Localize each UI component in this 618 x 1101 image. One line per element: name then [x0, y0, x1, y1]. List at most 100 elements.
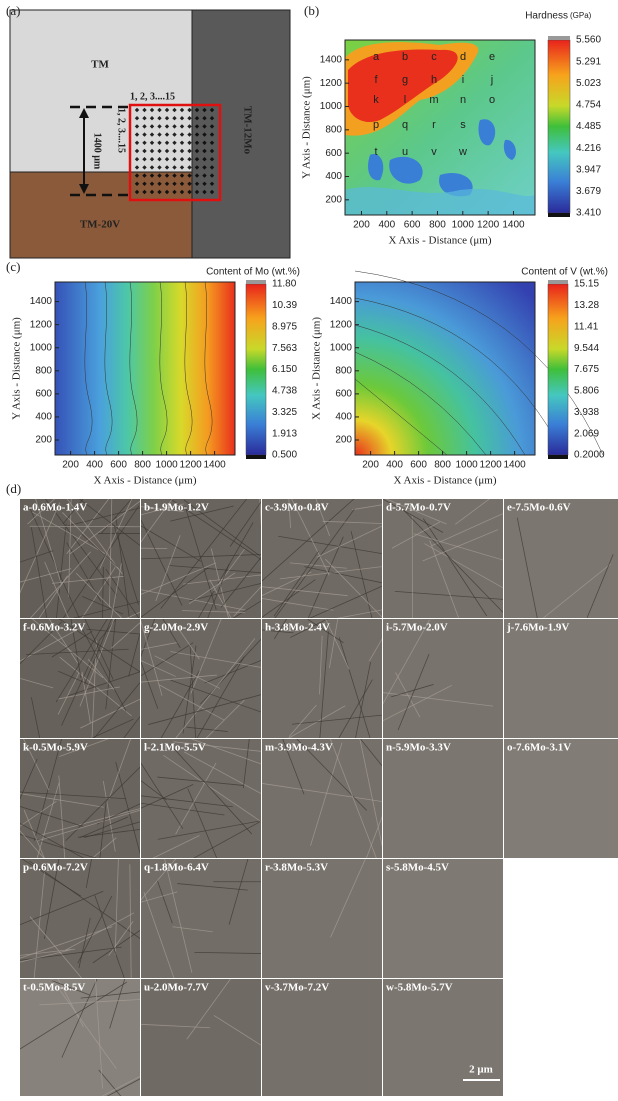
micrograph	[504, 739, 618, 858]
point-label: j	[490, 74, 493, 86]
y-tick-label: 400	[325, 171, 342, 182]
point-label: v	[431, 146, 437, 158]
region-label: TM-12Mo	[241, 106, 253, 155]
x-axis-title: X Axis - Distance (μm)	[388, 235, 491, 247]
point-label: i	[462, 74, 464, 86]
micrograph-label: t-0.5Mo-8.5V	[23, 982, 85, 994]
y-tick-label: 400	[335, 412, 352, 423]
y-tick-label: 200	[335, 435, 352, 446]
point-label: p	[373, 119, 379, 131]
colorbar-tick-label: 3.325	[272, 407, 297, 418]
colorbar-tick-label: 5.806	[574, 386, 599, 397]
mo-map-fill	[55, 282, 235, 455]
micrograph-bg	[141, 979, 261, 1096]
point-label: c	[431, 51, 437, 63]
point-label: g	[402, 74, 408, 86]
colorbar-cap	[548, 36, 570, 40]
micrograph-bg	[504, 619, 618, 738]
micrograph-label: i-5.7Mo-2.0V	[386, 622, 448, 634]
micrograph-bg	[262, 979, 382, 1096]
y-axis-title: Y Axis - Distance (μm)	[301, 76, 313, 179]
colorbar-cap	[548, 280, 568, 284]
micrograph-label: c-3.9Mo-0.8V	[265, 502, 329, 514]
x-tick-label: 400	[386, 460, 403, 471]
point-label: s	[460, 119, 466, 131]
micrograph-label: l-2.1Mo-5.5V	[144, 742, 206, 754]
colorbar-tick-label: 2.069	[574, 428, 599, 439]
colorbar	[548, 284, 568, 455]
colorbar-title: Content of Mo (wt.%)	[206, 267, 300, 278]
y-tick-label: 1200	[330, 319, 353, 330]
colorbar-tick-label: 5.560	[576, 35, 601, 46]
micrograph-label: p-0.6Mo-7.2V	[23, 862, 88, 874]
index-label: 1, 2, 3....15	[130, 91, 175, 102]
y-tick-label: 600	[335, 389, 352, 400]
x-tick-label: 200	[362, 460, 379, 471]
micrograph-bg	[383, 859, 503, 978]
x-tick-label: 1000	[155, 460, 178, 471]
micrograph-label: f-0.6Mo-3.2V	[23, 622, 85, 634]
y-tick-label: 800	[325, 124, 342, 135]
colorbar-tick-label: 5.023	[576, 78, 601, 89]
micrograph-bg	[20, 859, 140, 978]
point-label: w	[458, 146, 467, 158]
y-tick-label: 1400	[320, 54, 343, 65]
micrograph	[383, 859, 503, 978]
micrograph	[383, 979, 503, 1096]
y-tick-label: 600	[325, 148, 342, 159]
colorbar-tick-label: 10.39	[272, 300, 297, 311]
micrograph-label: m-3.9Mo-4.3V	[265, 742, 333, 754]
micrograph-bg	[141, 619, 261, 738]
y-tick-label: 400	[35, 412, 52, 423]
colorbar-tick-label: 11.41	[574, 321, 599, 332]
x-tick-label: 200	[62, 460, 79, 471]
point-label: u	[402, 146, 408, 158]
y-tick-label: 1000	[320, 101, 343, 112]
x-tick-label: 1200	[179, 460, 202, 471]
y-tick-label: 1200	[320, 78, 343, 89]
x-tick-label: 1400	[203, 460, 226, 471]
index-label: 1, 2, 3....15	[116, 108, 127, 153]
colorbar-tick-label: 3.679	[576, 186, 601, 197]
colorbar-tick-label: 13.28	[574, 300, 599, 311]
colorbar-tick-label: 9.544	[574, 343, 599, 354]
y-tick-label: 1200	[30, 319, 53, 330]
tm12mo-region	[192, 10, 290, 258]
x-axis-title: X Axis - Distance (μm)	[393, 475, 496, 487]
point-label: d	[460, 51, 466, 63]
micrograph-bg	[504, 499, 618, 618]
micrograph-label: j-7.6Mo-1.9V	[506, 622, 569, 634]
panel-label: (b)	[304, 3, 319, 18]
x-tick-label: 200	[353, 220, 370, 231]
micrograph-label: u-2.0Mo-7.7V	[144, 982, 209, 994]
dimension-label: 1400 μm	[92, 133, 103, 170]
y-tick-label: 200	[325, 194, 342, 205]
y-tick-label: 1400	[30, 296, 53, 307]
micrograph-label: s-5.8Mo-4.5V	[386, 862, 449, 874]
micrograph-label: q-1.8Mo-6.4V	[144, 862, 209, 874]
colorbar-tick-label: 4.216	[576, 143, 601, 154]
colorbar-cap	[548, 213, 570, 217]
y-axis-title: X Axis - Distance (μm)	[311, 317, 323, 420]
colorbar	[548, 40, 570, 213]
micrograph-label: r-3.8Mo-5.3V	[265, 862, 328, 874]
micrograph-bg	[383, 619, 503, 738]
micrograph-label: d-5.7Mo-0.7V	[386, 502, 451, 514]
y-tick-label: 800	[335, 365, 352, 376]
point-label: h	[431, 74, 437, 86]
x-tick-label: 800	[434, 460, 451, 471]
colorbar-tick-label: 4.738	[272, 386, 297, 397]
x-tick-label: 1400	[502, 220, 525, 231]
colorbar-tick-label: 7.563	[272, 343, 297, 354]
x-tick-label: 1000	[455, 460, 478, 471]
colorbar-tick-label: 3.410	[576, 208, 601, 219]
x-tick-label: 1400	[503, 460, 526, 471]
micrograph-bg	[383, 739, 503, 858]
micrograph-label: w-5.8Mo-5.7V	[386, 982, 453, 994]
micrograph-bg	[262, 859, 382, 978]
colorbar-tick-label: 3.947	[576, 164, 601, 175]
y-tick-label: 1000	[30, 342, 53, 353]
micrograph	[383, 739, 503, 858]
x-tick-label: 600	[110, 460, 127, 471]
